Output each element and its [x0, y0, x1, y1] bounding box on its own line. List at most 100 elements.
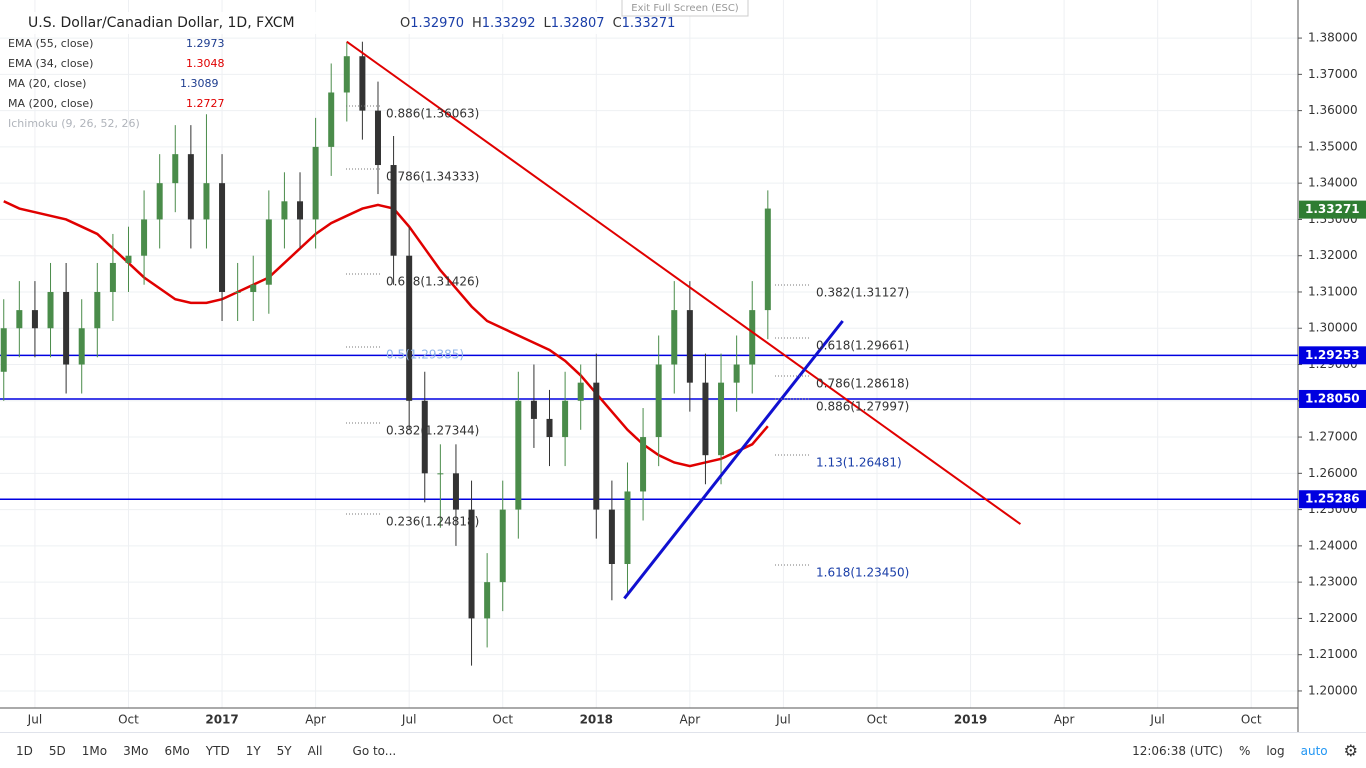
auto[interactable]: auto [1300, 743, 1328, 758]
level-tag [1299, 490, 1366, 509]
fib-label: 0.382(1.27344) [386, 424, 479, 438]
candle-body [94, 291, 101, 329]
candle-body [577, 382, 584, 401]
candle-body [733, 364, 740, 383]
candle-body [390, 165, 397, 256]
x-tick-label: Apr [1054, 713, 1075, 727]
y-tick-label: 1.30000 [1308, 321, 1358, 335]
exit-button-label: Exit Full Screen (ESC) [631, 3, 739, 14]
candle-body [343, 56, 350, 93]
candle-body [156, 183, 163, 220]
indicator-value: 1.2727 [186, 97, 225, 110]
period-button[interactable]: 5D [48, 743, 66, 758]
candle-body [406, 255, 413, 401]
ohlc-label: C [613, 16, 622, 31]
candle-body [624, 491, 631, 565]
candle-body [125, 255, 132, 263]
candle-body [187, 154, 194, 220]
indicator-name: EMA (34, close) [8, 57, 93, 70]
period-button[interactable]: 6Mo [164, 743, 190, 758]
y-tick-label: 1.31000 [1308, 284, 1358, 298]
candle-body [702, 382, 709, 456]
x-tick-label: Jul [1149, 713, 1164, 727]
ohlc: O1.32970 H1.33292 L1.32807 C1.33271 [400, 16, 675, 31]
candle-body [31, 310, 38, 329]
y-tick-label: 1.27000 [1308, 430, 1358, 444]
period-button[interactable]: 1Y [245, 743, 261, 758]
x-tick-label: Jul [401, 713, 416, 727]
indicator-name: MA (200, close) [8, 97, 93, 110]
x-tick-label: 2017 [205, 713, 238, 727]
candle-body [452, 473, 459, 510]
fib-label: 0.236(1.24818) [386, 515, 479, 529]
candle-body [749, 310, 756, 365]
candle-body [141, 219, 148, 256]
ohlc-label: O [400, 16, 410, 31]
x-tick-label: Jul [775, 713, 790, 727]
indicator-name: MA (20, close) [8, 77, 86, 90]
x-tick-label: Oct [492, 713, 513, 727]
trend-line [623, 320, 844, 600]
x-tick-label: Apr [679, 713, 700, 727]
ohlc-value: 1.32970 [410, 16, 464, 31]
candle-body [78, 328, 85, 365]
y-tick-label: 1.26000 [1308, 466, 1358, 480]
candle-body [374, 110, 381, 166]
indicator-name: Ichimoku (9, 26, 52, 26) [8, 117, 140, 130]
x-tick-label: Oct [867, 713, 888, 727]
indicator-value: 1.3089 [180, 77, 219, 90]
periods: 1D 5D 1Mo 3Mo 6Mo YTD 1Y 5Y All [0, 744, 331, 758]
period-button[interactable]: 5Y [276, 743, 292, 758]
candle-body [297, 201, 304, 220]
level-label: 1.29253 [1305, 348, 1360, 362]
candle-body [546, 418, 553, 438]
bottom-toolbar: 1D 5D 1Mo 3Mo 6Mo YTD 1Y 5Y All Go to... 12:06:3… [0, 732, 1366, 768]
candle-body [515, 400, 522, 510]
log[interactable]: log [1266, 743, 1285, 758]
x-tick-label: Oct [1241, 713, 1262, 727]
x-tick-label: Jul [27, 713, 42, 727]
candle-body [234, 291, 241, 293]
indicator-name: EMA (55, close) [8, 37, 93, 50]
level-tag [1299, 389, 1366, 408]
percent[interactable]: % [1238, 743, 1251, 758]
candle-body [593, 382, 600, 510]
y-tick-label: 1.38000 [1308, 31, 1358, 45]
last-price-tag [1299, 200, 1366, 219]
period-button[interactable]: YTD [205, 743, 230, 758]
header-bg [4, 12, 684, 34]
fib-label: 0.618(1.29661) [816, 339, 909, 353]
exit-button[interactable] [621, 0, 749, 17]
candle-body [671, 310, 678, 365]
candle-body [265, 219, 272, 285]
period-button[interactable]: 1Mo [81, 743, 108, 758]
candle-body [718, 382, 725, 456]
fib-label: 0.5(1.29385) [386, 348, 464, 362]
period-button[interactable]: 1D [16, 743, 33, 758]
candle-body [484, 582, 491, 619]
settings[interactable]: ⚙ [1343, 741, 1358, 760]
chart: 1.200001.210001.220001.230001.240001.250… [0, 0, 1366, 732]
period-button[interactable]: 3Mo [123, 743, 149, 758]
y-tick-label: 1.35000 [1308, 139, 1358, 153]
candle-body [686, 310, 693, 383]
period-button[interactable]: All [307, 743, 323, 758]
candle-body [640, 437, 647, 492]
candle-body [562, 400, 569, 438]
x-tick-label: Apr [305, 713, 326, 727]
candle-body [109, 262, 116, 292]
candle-body [203, 183, 210, 220]
y-tick-label: 1.32000 [1308, 248, 1358, 262]
indicator-value: 1.2973 [186, 37, 225, 50]
candle-body [281, 201, 288, 220]
level-tag [1299, 346, 1366, 365]
goto[interactable]: Go to... [352, 743, 397, 758]
ohlc-value: 1.33271 [622, 16, 676, 31]
fib-label: 0.382(1.31127) [816, 286, 909, 300]
fib-label: 0.886(1.27997) [816, 400, 909, 414]
last-price-label: 1.33271 [1305, 202, 1360, 216]
candle-body [63, 291, 70, 365]
ohlc-label: L [544, 16, 552, 31]
fib-label: 1.13(1.26481) [816, 456, 902, 470]
candle-body [608, 509, 615, 565]
